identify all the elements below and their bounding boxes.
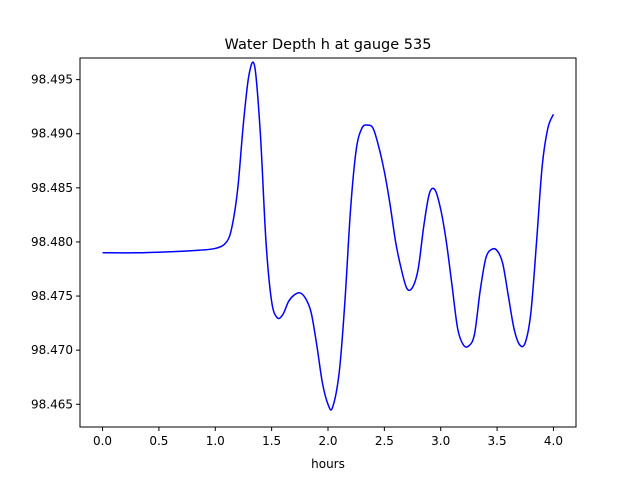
y-tick-label: 98.475 <box>31 289 73 303</box>
x-tick-label: 1.5 <box>262 434 281 448</box>
plot-area <box>102 61 555 411</box>
x-tick-label: 2.0 <box>318 434 337 448</box>
x-tick-label: 3.5 <box>488 434 507 448</box>
x-tick-label: 2.5 <box>375 434 394 448</box>
x-tick-label: 0.0 <box>93 434 112 448</box>
y-tick-label: 98.490 <box>31 127 73 141</box>
y-tick-label: 98.495 <box>31 73 73 87</box>
x-tick-label: 0.5 <box>149 434 168 448</box>
y-tick-label: 98.470 <box>31 343 73 357</box>
x-tick-label: 4.0 <box>544 434 563 448</box>
y-tick-label: 98.480 <box>31 235 73 249</box>
axes-frame <box>79 57 577 428</box>
y-axis-ticks: 98.465 98.470 98.475 98.480 98.485 98.490 98.4… <box>31 73 80 411</box>
series-line-0 <box>102 61 555 411</box>
chart-title: Water Depth h at gauge 535 <box>225 37 432 53</box>
x-axis-ticks: 0.0 0.5 1.0 1.5 2.0 2.5 3.0 3.5 4.0 <box>93 427 563 448</box>
y-tick-label: 98.465 <box>31 397 73 411</box>
y-tick-label: 98.485 <box>31 181 73 195</box>
x-axis-label: hours <box>311 457 345 471</box>
x-tick-label: 1.0 <box>206 434 225 448</box>
x-tick-label: 3.0 <box>431 434 450 448</box>
